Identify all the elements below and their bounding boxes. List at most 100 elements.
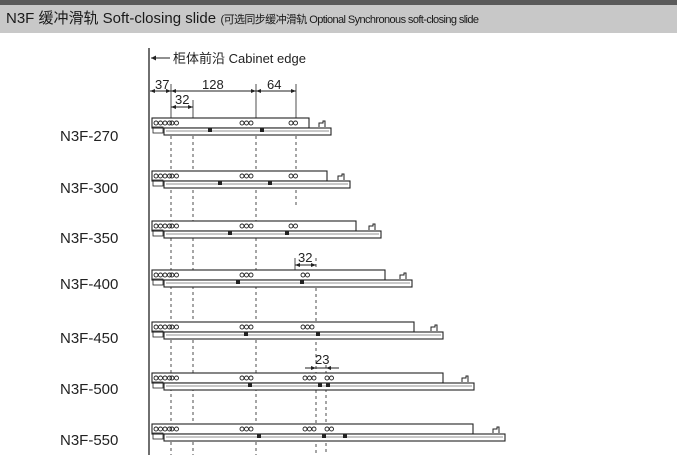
screw-hole xyxy=(174,324,179,330)
dim-label-128: 128 xyxy=(202,77,224,92)
slide-rows xyxy=(151,117,506,442)
screw-hole xyxy=(162,223,168,229)
screw-hole xyxy=(248,375,254,381)
locking-tab xyxy=(218,181,222,185)
screw-hole xyxy=(169,173,175,179)
screw-hole xyxy=(167,324,172,330)
dim-arrowhead xyxy=(166,89,171,93)
model-label: N3F-500 xyxy=(60,381,119,398)
screw-hole xyxy=(153,120,159,126)
locking-tab xyxy=(300,280,304,284)
screw-hole xyxy=(239,426,245,432)
front-bracket xyxy=(152,432,164,440)
screw-hole xyxy=(167,272,172,278)
dim-arrowhead xyxy=(311,366,316,370)
screw-hole xyxy=(162,426,168,432)
locking-tab xyxy=(248,383,252,387)
cabinet-edge-arrowhead xyxy=(151,55,156,61)
screw-hole xyxy=(244,426,249,432)
screw-hole xyxy=(248,324,254,330)
screw-hole xyxy=(309,324,315,330)
screw-hole xyxy=(162,324,168,330)
front-bracket xyxy=(152,126,164,134)
locking-tab xyxy=(322,434,326,438)
screw-hole xyxy=(153,272,159,278)
screw-hole xyxy=(158,324,163,330)
screw-hole xyxy=(244,272,249,278)
slide-outer-member xyxy=(151,321,415,333)
front-bracket xyxy=(152,330,164,338)
locking-tab xyxy=(228,231,232,235)
front-bracket xyxy=(152,229,164,237)
screw-hole xyxy=(248,120,254,126)
slide-outer-member xyxy=(151,269,386,281)
dim-arrowhead xyxy=(171,89,176,93)
screw-hole xyxy=(311,426,317,432)
screw-hole xyxy=(307,375,312,381)
screw-hole xyxy=(239,173,245,179)
locking-tab xyxy=(326,383,330,387)
rear-clip xyxy=(399,272,407,279)
screw-hole xyxy=(311,375,317,381)
screw-hole xyxy=(158,223,163,229)
slide-inner-member xyxy=(163,127,332,136)
screw-hole xyxy=(169,324,175,330)
screw-hole xyxy=(153,223,159,229)
screw-hole xyxy=(167,375,172,381)
screw-hole xyxy=(248,223,254,229)
locking-tab xyxy=(343,434,347,438)
locking-tab xyxy=(244,332,248,336)
screw-hole xyxy=(174,223,179,229)
screw-hole xyxy=(167,223,172,229)
screw-hole xyxy=(158,120,163,126)
screw-hole xyxy=(158,173,163,179)
screw-hole xyxy=(293,223,298,229)
screw-hole xyxy=(244,120,249,126)
screw-hole xyxy=(169,120,175,126)
screw-hole xyxy=(162,375,168,381)
model-label: N3F-550 xyxy=(60,432,119,449)
slide-outer-member xyxy=(151,220,357,232)
front-bracket xyxy=(152,278,164,286)
dim-arrowhead xyxy=(188,105,193,109)
slide-inner-member xyxy=(163,180,351,189)
slide-row xyxy=(151,269,413,288)
screw-hole xyxy=(162,120,168,126)
screw-hole xyxy=(169,375,175,381)
screw-hole xyxy=(153,426,159,432)
screw-hole xyxy=(305,272,310,278)
screw-hole xyxy=(305,324,310,330)
slide-row xyxy=(151,170,351,189)
header-subtitle: (可选同步缓冲滑轨 Optional Synchronous soft-clos… xyxy=(220,14,480,26)
screw-hole xyxy=(174,426,179,432)
dim-arrowhead xyxy=(150,89,155,93)
screw-hole xyxy=(174,120,179,126)
screw-hole xyxy=(300,272,306,278)
slide-outer-member xyxy=(151,423,474,435)
slide-row xyxy=(151,117,332,136)
screw-hole xyxy=(244,223,249,229)
slide-row xyxy=(151,372,475,391)
screw-hole xyxy=(239,223,245,229)
screw-hole xyxy=(329,375,334,381)
locking-tab xyxy=(285,231,289,235)
slide-row xyxy=(151,220,382,239)
slide-inner-member xyxy=(163,331,444,340)
front-bracket xyxy=(152,381,164,389)
screw-hole xyxy=(248,272,254,278)
model-label: N3F-400 xyxy=(60,276,119,293)
locking-tab xyxy=(318,383,322,387)
locking-tab xyxy=(208,128,212,132)
screw-hole xyxy=(300,324,306,330)
screw-hole xyxy=(169,223,175,229)
screw-hole xyxy=(244,324,249,330)
model-label: N3F-300 xyxy=(60,180,119,197)
model-label: N3F-270 xyxy=(60,128,119,145)
dim-label-64: 64 xyxy=(267,77,281,92)
screw-hole xyxy=(158,375,163,381)
dim-arrowhead xyxy=(256,89,261,93)
screw-hole xyxy=(158,426,163,432)
screw-hole xyxy=(324,426,330,432)
model-label: N3F-450 xyxy=(60,330,119,347)
screw-hole xyxy=(153,375,159,381)
